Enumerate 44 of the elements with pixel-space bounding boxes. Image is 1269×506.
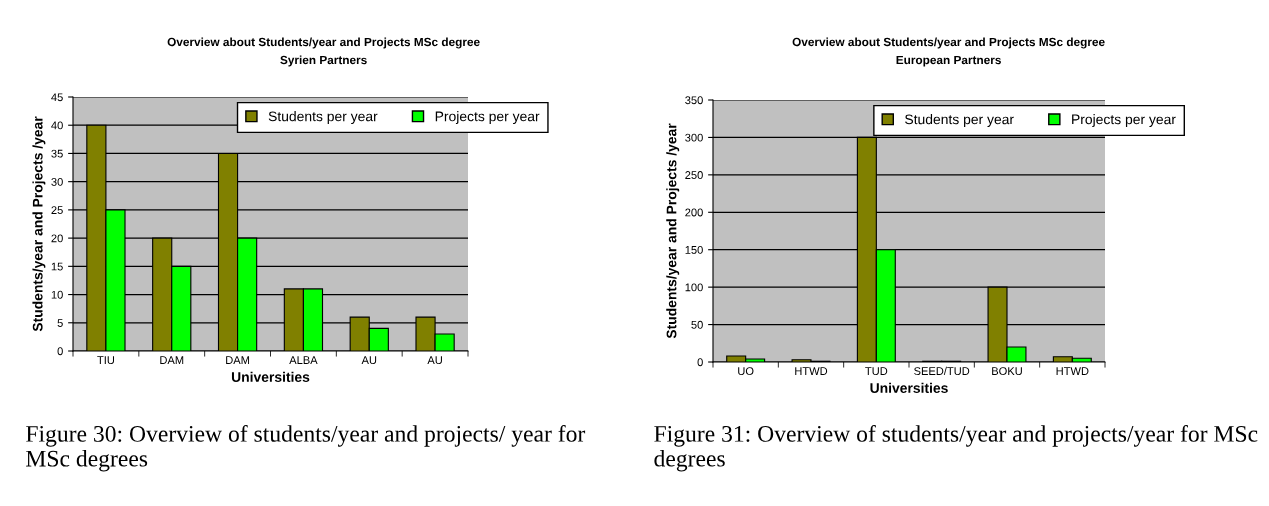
chart-title: Overview about Students/year and Projects MSc degree [792,37,1105,49]
y-tick-label: 40 [51,121,63,130]
x-tick-label: DAM [226,356,250,364]
x-tick-label: TUD [865,367,888,376]
legend-label: Students per year [905,114,1014,127]
y-tick-label: 25 [51,206,63,215]
y-tick-label: 150 [685,245,703,254]
y-tick-label: 0 [697,358,703,367]
x-tick-label: HTWD [1056,367,1089,375]
chart-subtitle: European Partners [896,55,1001,67]
legend-label: Students per year [268,111,378,125]
y-axis-title: Students/year and Projects /year [32,116,46,332]
caption: Figure 31: Overview of students/year and projects/year for MSc degrees [654,425,1258,472]
x-tick-label: TIU [97,356,115,365]
y-tick-label: 300 [685,133,703,142]
y-tick-label: 350 [685,96,703,105]
chart-subtitle: Syrien Partners [280,55,367,67]
y-tick-label: 100 [685,283,703,292]
chart-title: Overview about Students/year and Projects MSc degree [167,37,480,49]
y-tick-label: 250 [685,171,703,179]
x-tick-label: UO [738,367,754,376]
legend-label: Projects per year [1072,114,1176,127]
y-tick-label: 35 [51,149,63,158]
x-tick-label: AU [361,356,377,365]
y-tick-label: 30 [51,177,63,186]
y-tick-label: 45 [51,93,63,102]
x-axis-title: Universities [231,371,310,382]
x-axis-title: Universities [870,382,948,393]
y-tick-label: 0 [57,347,63,356]
y-axis-title: Students/year and Projects /year [666,123,680,339]
legend-label: Projects per year [435,111,540,125]
y-tick-label: 50 [691,320,703,329]
y-tick-label: 5 [57,319,63,327]
y-tick-label: 10 [51,290,63,299]
x-tick-label: HTWD [795,367,828,375]
y-tick-label: 20 [51,234,63,243]
x-tick-label: SEED/TUD [914,366,970,376]
caption: Figure 30: Overview of students/year and projects/ year for MSc degrees [26,425,586,472]
x-tick-label: BOKU [992,367,1022,376]
y-tick-label: 15 [51,262,63,271]
y-tick-label: 200 [685,208,703,217]
x-tick-label: AU [427,356,442,365]
x-tick-label: DAM [160,356,184,364]
x-tick-label: ALBA [289,356,318,364]
